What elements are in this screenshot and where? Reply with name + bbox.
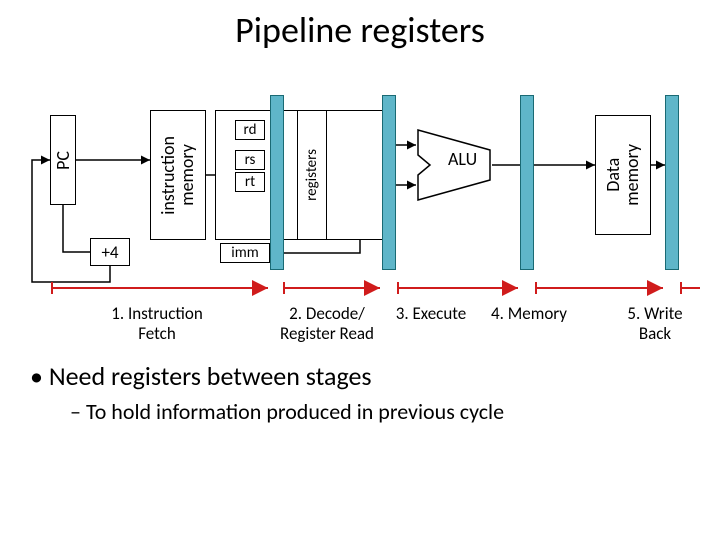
- registers-block: registers: [297, 110, 327, 240]
- stage-label-memory: 4. Memory: [479, 304, 579, 324]
- pipeline-register-mem-wb: [665, 95, 679, 270]
- data-memory-label: Datamemory: [604, 144, 642, 206]
- pc-label: PC: [52, 151, 74, 170]
- bullet-main: • Need registers between stages: [30, 360, 690, 392]
- pipeline-register-ex-mem: [520, 95, 534, 270]
- field-rs: rs: [235, 150, 265, 170]
- pipeline-diagram: PC instructionmemory rd rs rt imm regist…: [20, 60, 700, 300]
- instruction-memory-block: instructionmemory: [150, 110, 206, 240]
- plus4-block: +4: [90, 238, 130, 266]
- pipeline-register-if-id: [270, 95, 284, 270]
- bullet-sub: – To hold information produced in previo…: [70, 398, 690, 425]
- field-rt: rt: [235, 172, 265, 192]
- field-rd: rd: [235, 120, 265, 140]
- stage-label-decode: 2. Decode/Register Read: [262, 304, 392, 343]
- bullet-list: • Need registers between stages – To hol…: [30, 360, 690, 425]
- pipeline-register-id-ex: [382, 95, 396, 270]
- stage-label-fetch: 1. InstructionFetch: [92, 304, 222, 343]
- field-imm: imm: [220, 243, 270, 263]
- registers-label: registers: [303, 149, 321, 201]
- instruction-memory-label: instructionmemory: [159, 136, 197, 215]
- data-memory-block: Datamemory: [595, 115, 651, 235]
- stage-label-writeback: 5. WriteBack: [610, 304, 700, 343]
- alu-label: ALU: [448, 148, 477, 170]
- pc-block: PC: [50, 115, 76, 205]
- page-title: Pipeline registers: [0, 8, 720, 52]
- stage-label-execute: 3. Execute: [381, 304, 481, 324]
